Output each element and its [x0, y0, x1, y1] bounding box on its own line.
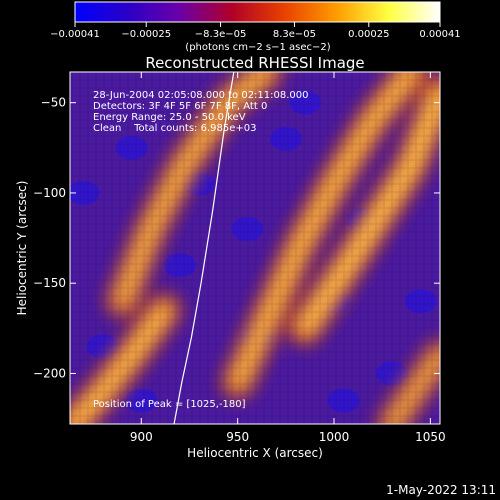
y-axis-ticks: −50 −100 −150 −200 [33, 96, 440, 380]
colorbar-tick-label: 0.00041 [419, 29, 460, 40]
x-axis-ticks: 900 950 1000 1050 [130, 72, 446, 444]
x-axis-label: Heliocentric X (arcsec) [187, 446, 323, 460]
annotation-peak-position: Position of Peak = [1025,-180] [93, 399, 246, 410]
y-tick-label: −100 [33, 186, 66, 200]
colorbar-tick-label: 0.00025 [348, 29, 389, 40]
annotation-total-counts: Clean Total counts: 6.985e+03 [93, 123, 256, 134]
y-tick-label: −150 [33, 276, 66, 290]
x-tick-label: 1050 [415, 430, 446, 444]
colorbar-ticks: −0.00041 −0.00025 −8.3e−05 8.3e−05 0.00025 0.… [50, 22, 461, 40]
y-tick-label: −200 [33, 366, 66, 380]
colorbar-tick-label: −0.00041 [50, 29, 100, 40]
x-tick-label: 1000 [319, 430, 350, 444]
annotation-energy-range: Energy Range: 25.0 - 50.0 keV [93, 112, 246, 123]
colorbar-units-label: (photons cm−2 s−1 asec−2) [185, 42, 330, 53]
colorbar [74, 1, 441, 23]
annotation-block: 28-Jun-2004 02:05:08.000 to 02:11:08.000… [93, 90, 309, 410]
colorbar-tick-label: 8.3e−05 [273, 29, 316, 40]
y-axis-label: Heliocentric Y (arcsec) [15, 181, 29, 316]
y-tick-label: −50 [41, 96, 66, 110]
footer-date: 1-May-2022 13:11 [386, 483, 496, 497]
pixel-grid-overlay [70, 72, 440, 424]
annotation-detectors: Detectors: 3F 4F 5F 6F 7F 8F, Att 0 [93, 101, 267, 112]
solar-limb-line [173, 72, 235, 424]
plot-area [70, 72, 440, 424]
x-tick-label: 900 [130, 430, 153, 444]
plot-frame [69, 71, 441, 425]
colorbar-tick-label: −8.3e−05 [195, 29, 247, 40]
annotation-time-range: 28-Jun-2004 02:05:08.000 to 02:11:08.000 [93, 90, 309, 101]
chart-title: Reconstructed RHESSI Image [145, 54, 364, 72]
colorbar-tick-label: −0.00025 [121, 29, 171, 40]
x-tick-label: 950 [226, 430, 249, 444]
